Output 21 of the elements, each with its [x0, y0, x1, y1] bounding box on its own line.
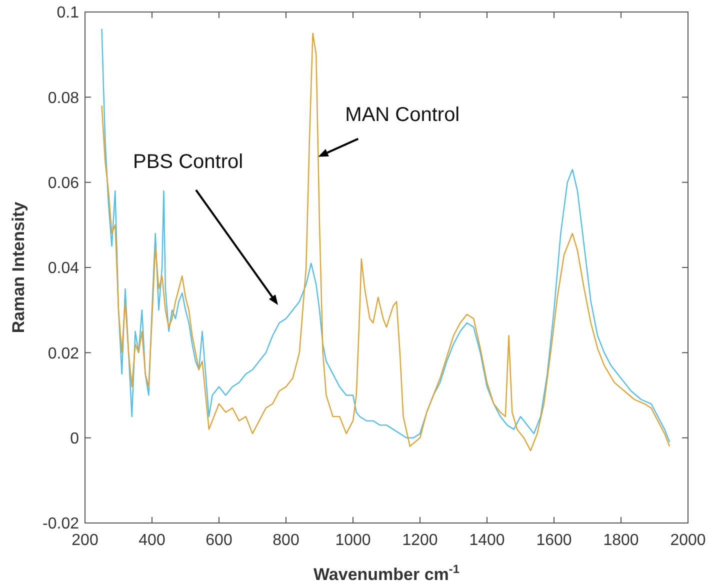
y-tick-label: 0.1 [56, 4, 80, 22]
x-tick-label: 1600 [536, 532, 572, 549]
x-tick-label: 1400 [469, 532, 505, 549]
y-tick-label: 0.08 [48, 90, 80, 107]
x-tick-label: 2000 [670, 532, 706, 549]
x-tick-label: 1000 [335, 532, 371, 549]
x-tick-label: 600 [206, 532, 232, 549]
y-tick-label: -0.02 [42, 516, 80, 533]
x-tick-label: 800 [272, 532, 300, 549]
annotation: PBS Control [133, 151, 244, 173]
y-tick-label: 0.04 [48, 260, 80, 278]
y-axis-title: Raman Intensity [9, 201, 28, 334]
y-tick-label: 0.02 [48, 345, 80, 362]
x-tick-label: 400 [138, 532, 166, 549]
y-tick-label: 0 [70, 430, 80, 448]
x-tick-label: 1800 [603, 532, 639, 549]
y-tick-label: 0.06 [48, 174, 80, 192]
x-axis-title: Wavenumber cm$^{-1}$ [314, 562, 460, 584]
x-tick-label: 200 [72, 532, 98, 549]
annotation: MAN Control [345, 104, 460, 126]
x-tick-label: 1200 [402, 532, 438, 549]
